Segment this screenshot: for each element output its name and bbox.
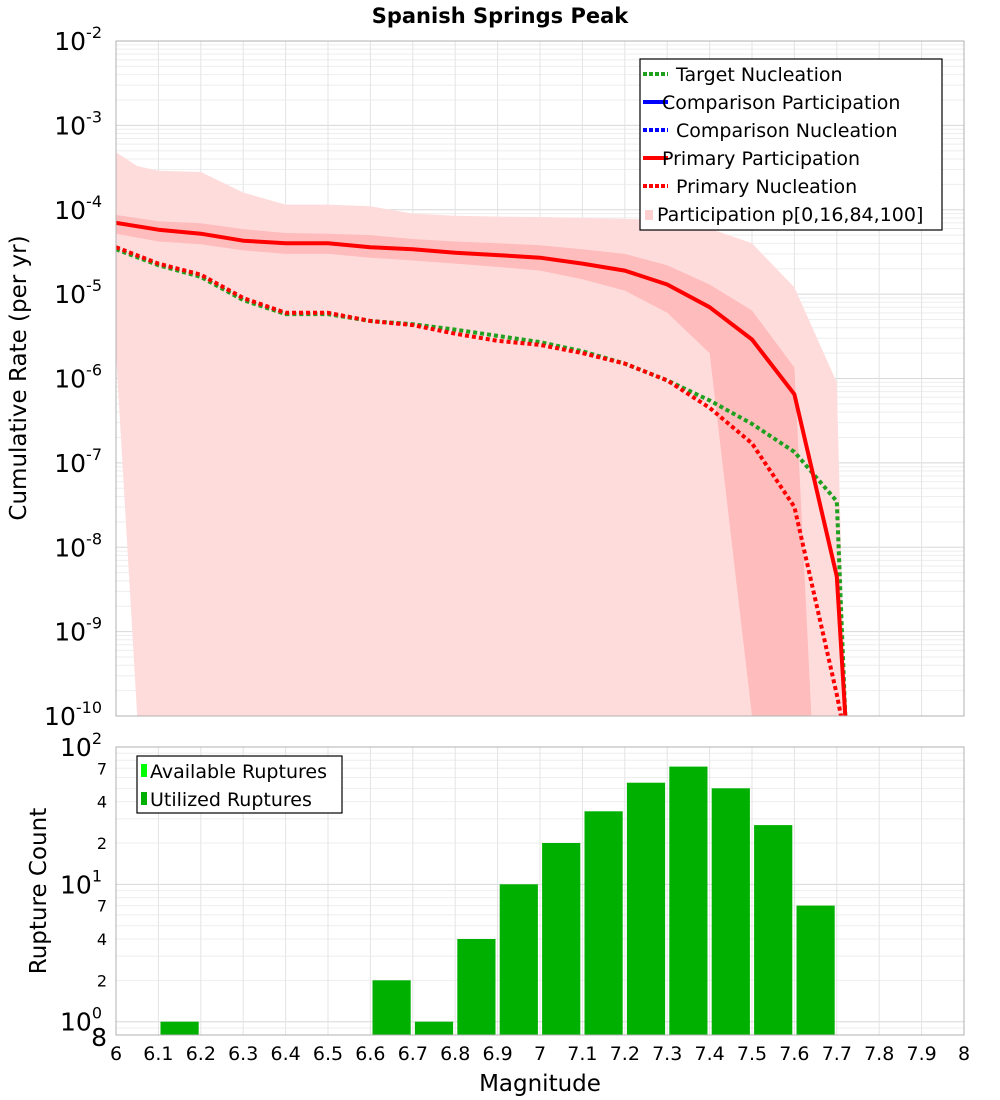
top-plot-frame xyxy=(115,40,965,717)
legend-label: Target Nucleation xyxy=(675,64,843,86)
cumulative-rate-plot: 10-10 10-9 10-8 10-7 10-6 10-5 10-4 10-3 10-2 Tar… xyxy=(44,23,965,731)
bottom-y-tick-label: 8 xyxy=(91,1023,107,1052)
top-y-tick-label: 10-2 xyxy=(54,23,102,56)
top-y-tick-label: 10-3 xyxy=(54,107,102,140)
series-line-primary-participation xyxy=(116,220,848,716)
x-tick-label: 6.4 xyxy=(270,1043,300,1065)
bar-utilized-ruptures xyxy=(711,788,750,1035)
rupture-count-plot: 8 2 4 7 2 4 7 100 101 102 6 6.1 6.2 6.3 6.4 6.5 6.6 6.7 6.… xyxy=(60,729,970,1065)
legend-bar-marker xyxy=(141,792,147,805)
bar-utilized-ruptures xyxy=(499,884,538,1035)
legend-label: Comparison Nucleation xyxy=(676,120,898,142)
x-tick-label: 6.8 xyxy=(440,1043,470,1065)
bottom-bars xyxy=(160,766,835,1035)
bar-utilized-ruptures xyxy=(584,811,623,1035)
legend-label: Primary Nucleation xyxy=(676,176,857,198)
x-tick-label: 7.8 xyxy=(864,1043,894,1065)
bar-utilized-ruptures xyxy=(372,980,411,1035)
bottom-y-tick-label: 4 xyxy=(97,793,107,812)
x-tick-label: 6.3 xyxy=(228,1043,258,1065)
top-bands xyxy=(116,152,846,716)
x-tick-label: 7.5 xyxy=(737,1043,767,1065)
top-y-tick-label: 10-7 xyxy=(54,445,102,478)
bottom-y-axis-label: Rupture Count xyxy=(26,808,52,974)
bottom-y-tick-label: 2 xyxy=(97,971,107,990)
x-tick-label: 6.2 xyxy=(186,1043,216,1065)
x-tick-label: 7.6 xyxy=(779,1043,809,1065)
bottom-legend: Available Ruptures Utilized Ruptures xyxy=(136,755,343,814)
x-tick-label: 7.7 xyxy=(822,1043,852,1065)
x-tick-label: 6 xyxy=(110,1043,122,1065)
x-tick-label: 6.5 xyxy=(313,1043,343,1065)
top-y-axis-label: Cumulative Rate (per yr) xyxy=(6,235,32,520)
x-tick-label: 7.4 xyxy=(694,1043,724,1065)
x-tick-label: 6.6 xyxy=(355,1043,385,1065)
bottom-y-tick-label: 7 xyxy=(97,759,107,778)
bar-utilized-ruptures xyxy=(796,905,835,1035)
bottom-major-y-tick-label: 101 xyxy=(60,866,102,899)
bar-utilized-ruptures xyxy=(414,1021,454,1035)
bottom-plot-frame xyxy=(115,746,965,1036)
legend-label: Available Ruptures xyxy=(150,761,327,783)
bar-utilized-ruptures xyxy=(754,825,793,1035)
x-tick-label: 6.7 xyxy=(398,1043,428,1065)
x-tick-label: 6.1 xyxy=(143,1043,173,1065)
bottom-y-tick-label: 7 xyxy=(97,897,107,916)
bottom-legend-box xyxy=(136,755,343,814)
legend-label: Participation p[0,16,84,100] xyxy=(657,204,923,226)
legend-label: Utilized Ruptures xyxy=(150,789,312,811)
x-tick-label: 7.1 xyxy=(567,1043,597,1065)
x-axis-label: Magnitude xyxy=(479,1071,601,1097)
legend-label: Primary Participation xyxy=(662,148,860,170)
x-tick-label: 7 xyxy=(534,1043,546,1065)
bar-utilized-ruptures xyxy=(626,782,666,1035)
x-tick-label: 6.9 xyxy=(482,1043,512,1065)
x-tick-label: 7.2 xyxy=(610,1043,640,1065)
top-y-tick-label: 10-10 xyxy=(44,698,102,731)
bar-utilized-ruptures xyxy=(542,843,581,1035)
top-y-tick-label: 10-4 xyxy=(54,192,102,225)
x-tick-label: 7.3 xyxy=(652,1043,682,1065)
top-y-tick-label: 10-6 xyxy=(54,361,102,394)
chart-title: Spanish Springs Peak xyxy=(372,4,630,28)
top-series xyxy=(116,220,848,716)
legend-label: Comparison Participation xyxy=(662,92,900,114)
bottom-grid xyxy=(116,747,964,1035)
bottom-y-tick-label: 2 xyxy=(97,834,107,853)
top-y-tick-label: 10-8 xyxy=(54,529,102,562)
bottom-major-y-tick-label: 100 xyxy=(60,1004,102,1037)
x-tick-label: 8 xyxy=(958,1043,970,1065)
top-legend-box xyxy=(639,58,943,231)
legend-bar-marker xyxy=(141,764,147,777)
top-legend: Target Nucleation Comparison Participatio… xyxy=(639,58,943,231)
bottom-major-y-tick-label: 102 xyxy=(60,729,102,762)
bar-utilized-ruptures xyxy=(669,766,708,1035)
bar-utilized-ruptures xyxy=(160,1021,199,1035)
bar-utilized-ruptures xyxy=(457,939,496,1035)
series-line-target-nucleation xyxy=(116,247,848,716)
bottom-y-tick-label: 4 xyxy=(97,930,107,949)
x-tick-label: 7.9 xyxy=(906,1043,936,1065)
top-y-tick-label: 10-9 xyxy=(54,614,102,647)
top-y-tick-label: 10-5 xyxy=(54,276,102,309)
legend-band-marker xyxy=(645,210,653,220)
